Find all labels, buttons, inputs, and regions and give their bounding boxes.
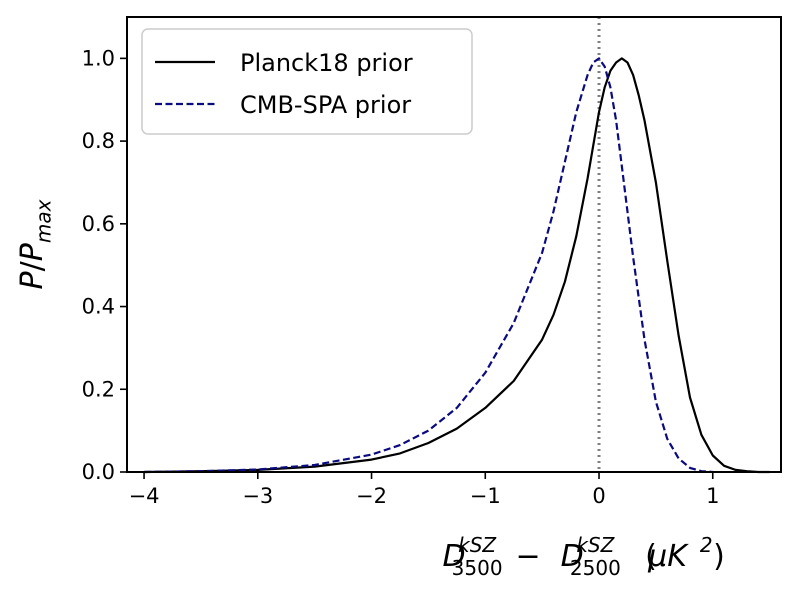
y-axis: 0.0 0.2 0.4 0.6 0.8 1.0 bbox=[82, 46, 127, 484]
y-tick-label: 0.4 bbox=[82, 295, 115, 319]
x-tick-label: −3 bbox=[242, 484, 273, 508]
x-axis-label: DkSZ 3500 − DkSZ 2500 (μK 2) bbox=[442, 533, 724, 580]
y-axis-label: P/Pmax bbox=[15, 199, 55, 289]
y-tick-label: 1.0 bbox=[82, 46, 115, 70]
x-tick-label: 1 bbox=[706, 484, 719, 508]
y-tick-label: 0.8 bbox=[82, 129, 115, 153]
x-axis: −4 −3 −2 −1 0 1 bbox=[129, 472, 719, 508]
x-tick-label: 0 bbox=[592, 484, 605, 508]
x-tick-label: −4 bbox=[129, 484, 160, 508]
y-tick-label: 0.2 bbox=[82, 377, 115, 401]
x-tick-label: −2 bbox=[356, 484, 387, 508]
y-tick-label: 0.6 bbox=[82, 212, 115, 236]
legend-box bbox=[141, 28, 473, 135]
x-tick-label: −1 bbox=[470, 484, 501, 508]
y-tick-label: 0.0 bbox=[82, 460, 115, 484]
plot-frame bbox=[126, 16, 782, 473]
legend-label: CMB-SPA prior bbox=[240, 91, 411, 119]
legend-label: Planck18 prior bbox=[240, 49, 413, 77]
plot-area bbox=[126, 16, 782, 474]
series-line-planck18 bbox=[144, 57, 770, 474]
legend: Planck18 prior CMB-SPA prior bbox=[141, 28, 473, 135]
series-line-cmb-spa bbox=[144, 57, 713, 474]
